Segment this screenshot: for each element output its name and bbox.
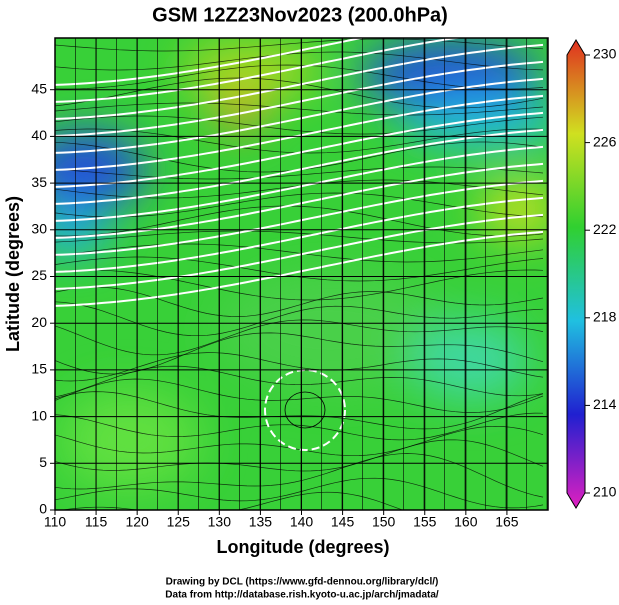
streamline [55,51,544,71]
x-tick-label: 115 [85,514,108,530]
streamline [55,115,544,135]
contour-line [55,162,544,239]
x-tick-label: 135 [249,514,273,530]
y-tick-label: 10 [31,407,47,423]
y-tick-label: 20 [31,314,47,330]
streamline [55,64,544,90]
x-tick-label: 155 [413,514,437,530]
vortex [264,369,346,451]
contour-line [55,38,463,103]
streamline [55,352,544,382]
colorbar-tick-label: 230 [593,46,617,62]
streamline [55,38,544,52]
colorbar-tick-label: 226 [593,133,617,149]
x-tick-label: 120 [125,514,149,530]
colorbar-bar [566,39,586,509]
streamline [55,391,544,430]
colorbar-tick-label: 218 [593,309,617,325]
contour-line [55,179,544,256]
credit: Data from http://database.rish.kyoto-u.a… [165,590,439,601]
streamline [55,286,544,317]
x-tick-label: 110 [44,514,67,530]
x-tick-label: 140 [290,514,314,530]
x-tick-label: 150 [372,514,396,530]
x-axis-label: Longitude (degrees) [216,537,389,557]
x-tick-label: 145 [331,514,355,530]
y-tick-label: 0 [39,501,47,517]
contour-line [55,60,544,137]
colorbar-ticks: 210 214 218 222 226 230 [585,46,617,500]
x-tick-label: 160 [454,514,478,530]
streamline [55,230,544,244]
contour-line [55,94,544,171]
streamline [55,243,544,263]
field [55,38,548,510]
x-tick-label: 130 [208,514,232,530]
y-tick-label: 45 [31,80,47,96]
y-tick-label: 30 [31,221,47,237]
contour-line [55,213,544,290]
y-tick-label: 40 [31,127,47,143]
colorbar-tick-label: 210 [593,484,617,500]
streamline [55,365,544,398]
streamline [55,412,544,441]
contour-line [55,38,367,86]
plot-frame [54,37,549,511]
streamline [55,378,544,413]
axes: 110 115 120 125 130 135 140 145 150 155 160 165 0 5 10… [31,38,548,530]
y-axis-label: Latitude (degrees) [3,196,23,352]
colorbar-tick-label: 222 [593,221,617,237]
y-tick-label: 35 [31,174,47,190]
contour-line [55,77,544,154]
contour-line [55,111,544,188]
streamline [55,205,544,237]
contour-line [55,128,544,205]
streamline [55,439,544,472]
vortex [284,391,326,429]
streamline [55,102,544,116]
contour-line [55,43,544,120]
contour-line [55,196,544,273]
streamline [55,319,544,356]
x-tick-label: 165 [495,514,519,530]
x-tick-label: 125 [167,514,191,530]
streamline [55,425,544,457]
contour-line [55,145,544,222]
streamline [55,332,544,375]
colorbar-tick-label: 214 [593,396,617,412]
streamline [55,166,544,180]
streamline [55,477,544,509]
colorbar [566,39,586,509]
streamline [55,453,544,498]
streamline [55,77,544,109]
y-tick-label: 5 [39,454,47,470]
y-tick-label: 15 [31,361,47,377]
credit: Drawing by DCL (https://www.gfd-dennou.o… [166,577,439,588]
contour-line [55,230,544,307]
title: GSM 12Z23Nov2023 (200.0hPa) [152,4,448,26]
y-tick-label: 25 [31,267,47,283]
